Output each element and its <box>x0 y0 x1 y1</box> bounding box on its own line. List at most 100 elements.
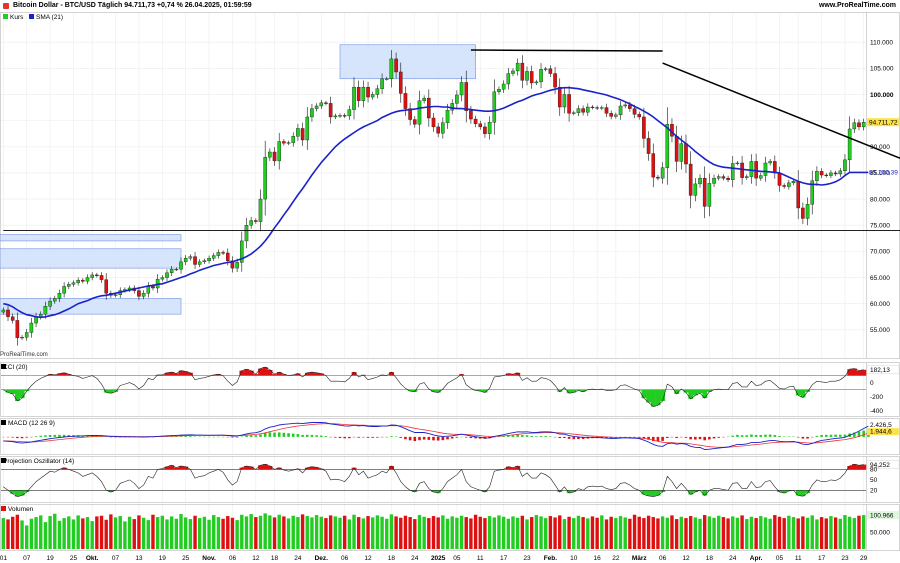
candle-body <box>604 107 609 114</box>
x-tick-label: 11 <box>795 555 802 562</box>
cci-oversold-fill <box>482 389 488 393</box>
cci-oversold-fill <box>636 389 642 391</box>
volume-bar <box>165 519 169 549</box>
macd-histogram-bar <box>829 434 833 437</box>
cci-overbought-fill <box>258 368 264 376</box>
projection-oversold-fill <box>10 490 16 494</box>
cci-oversold-fill <box>435 389 441 393</box>
macd-histogram-bar <box>189 436 192 437</box>
volume-bar <box>829 516 833 549</box>
macd-histogram-bar <box>717 436 721 438</box>
volume-bar <box>99 515 104 549</box>
volume-bar <box>506 518 511 549</box>
volume-bar <box>646 515 651 549</box>
macd-histogram-bar <box>572 436 576 440</box>
volume-bar <box>436 517 440 549</box>
candle-body <box>637 114 642 118</box>
candle-body <box>193 256 197 265</box>
candle-body <box>394 58 398 73</box>
macd-histogram-bar <box>530 435 533 437</box>
x-tick-label: Nov. <box>202 555 216 562</box>
cci-overbought-fill <box>847 369 853 376</box>
x-tick-label: 24 <box>411 555 419 562</box>
last-price-tag <box>867 118 899 127</box>
projection-overbought-fill <box>248 466 254 470</box>
volume-bar <box>600 515 604 549</box>
candle-body <box>660 167 665 179</box>
candle-body <box>431 117 436 128</box>
candle-body <box>1 309 6 313</box>
volume-bar <box>847 516 852 549</box>
volume-bar <box>684 518 688 549</box>
cci-oversold-fill <box>795 389 801 396</box>
volume-bar <box>665 517 669 549</box>
macd-histogram-bar <box>521 435 524 437</box>
volume-bar <box>85 517 90 549</box>
projection-oversold-fill <box>786 490 792 491</box>
volume-bar <box>137 515 141 549</box>
macd-histogram-bar <box>558 436 562 439</box>
macd-histogram-bar <box>647 436 650 440</box>
candle-body <box>347 109 352 117</box>
macd-histogram-bar <box>259 434 262 437</box>
candle-body <box>740 162 744 178</box>
candle-body <box>333 115 338 118</box>
brand-link[interactable]: www.ProRealTime.com <box>818 2 896 9</box>
projection-overbought-fill <box>861 464 867 470</box>
volume-bar <box>193 515 197 549</box>
volume-bar <box>272 517 277 549</box>
projection-oversold-fill <box>805 490 811 494</box>
projection-overbought-fill <box>505 466 511 470</box>
cci-overbought-fill <box>253 374 259 376</box>
macd-histogram-bar <box>343 436 346 439</box>
macd-histogram-bar <box>708 436 711 440</box>
volume-bar <box>651 517 655 549</box>
volume-bar <box>48 516 52 549</box>
volume-bar <box>212 515 216 549</box>
candle-body <box>286 142 291 144</box>
cci-overbought-fill <box>314 372 320 376</box>
volume-bar <box>71 519 76 549</box>
macd-histogram-bar <box>34 436 38 437</box>
volume-bar <box>123 521 127 549</box>
volume-bar <box>815 519 819 549</box>
volume-bar <box>609 516 613 549</box>
x-tick-label: 18 <box>706 555 714 562</box>
projection-overbought-fill <box>276 467 282 470</box>
cci-oversold-fill <box>566 389 572 394</box>
macd-histogram-bar <box>605 436 608 439</box>
candle-body <box>445 109 450 123</box>
candle-body <box>478 123 483 128</box>
candle-body <box>487 122 492 134</box>
candle-body <box>207 258 211 261</box>
x-tick-label: 12 <box>364 555 372 562</box>
macd-histogram-bar <box>577 436 580 440</box>
projection-overbought-fill <box>304 467 310 470</box>
volume-value-tag <box>867 511 899 520</box>
volume-bar <box>240 514 244 549</box>
candle-body <box>104 279 108 294</box>
volume-bar <box>118 516 122 549</box>
volume-bar <box>455 517 459 549</box>
candle-body <box>441 122 445 134</box>
volume-bar <box>674 519 679 549</box>
candle-body <box>464 82 469 111</box>
projection-oversold-fill <box>646 490 652 496</box>
cci-oversold-fill <box>805 389 811 392</box>
macd-histogram-bar <box>796 436 800 438</box>
x-tick-label: 05 <box>453 555 461 562</box>
x-tick-label: März <box>632 555 648 562</box>
macd-histogram-bar <box>249 435 253 437</box>
projection-oversold-fill <box>781 490 787 494</box>
macd-histogram-bar <box>348 436 351 439</box>
candle-body <box>137 290 141 297</box>
macd-histogram-bar <box>436 436 440 441</box>
candle-body <box>450 103 454 111</box>
candle-body <box>146 286 151 294</box>
macd-legend-swatch <box>1 420 6 425</box>
candle-body <box>291 136 296 143</box>
candle-body <box>417 100 422 125</box>
macd-histogram-bar <box>67 434 71 437</box>
cci-oversold-fill <box>697 389 703 394</box>
